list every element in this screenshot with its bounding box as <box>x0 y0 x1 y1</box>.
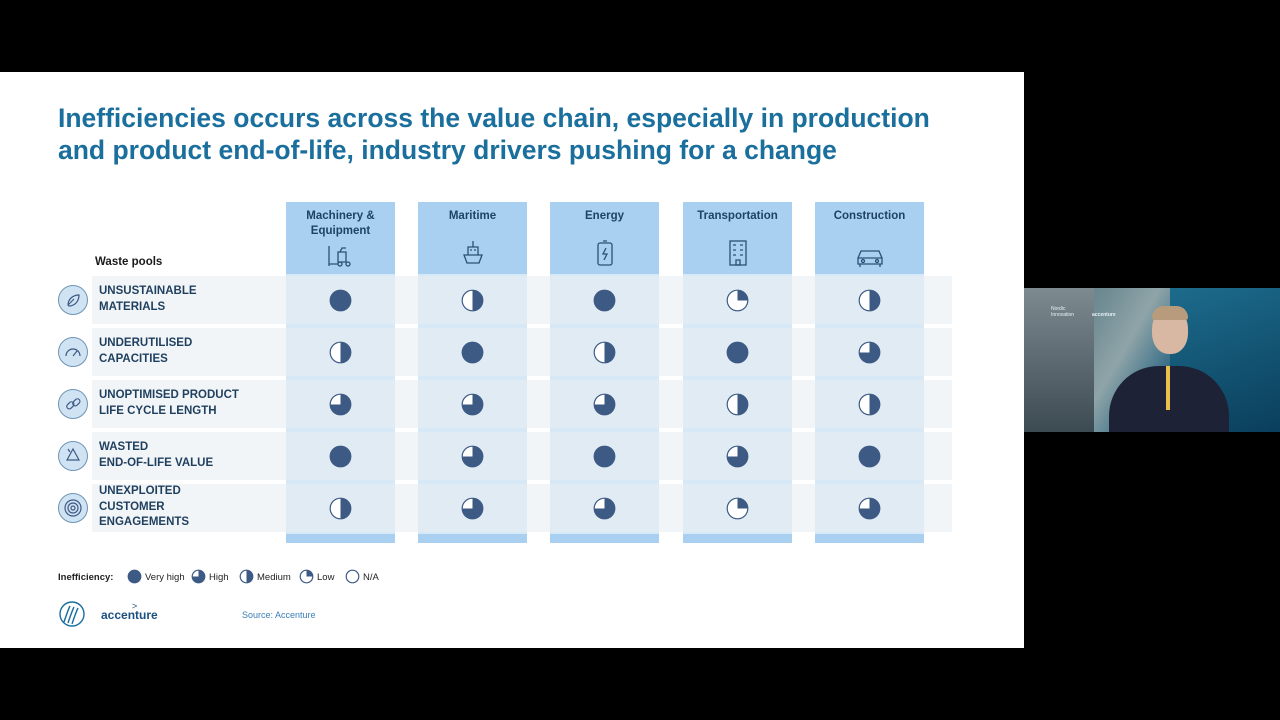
rows-header: Waste pools <box>95 256 163 268</box>
presenter-hair <box>1152 306 1188 320</box>
inefficiency-dot-medium <box>858 393 880 415</box>
inefficiency-dot-very-high <box>329 445 351 467</box>
inefficiency-dot-medium <box>858 289 880 311</box>
row-background <box>92 484 952 532</box>
row-label-wasted-end-of-life-value: WASTED END-OF-LIFE VALUE <box>99 441 214 469</box>
inefficiency-dot-very-high <box>726 341 748 363</box>
forklift-icon <box>328 246 351 267</box>
column-footer <box>286 534 395 543</box>
gauge-icon <box>58 337 88 367</box>
link-icon <box>58 389 88 419</box>
inefficiency-dot-high <box>329 393 351 415</box>
ship-icon <box>463 241 483 264</box>
inefficiency-dot-very-high <box>593 289 615 311</box>
inefficiency-dot-very-high <box>461 341 483 363</box>
column-header-label: Maritime <box>448 210 497 222</box>
nordic-innovation-logo <box>59 601 85 627</box>
column-header-machinery: Machinery & Equipment <box>286 202 395 274</box>
target-icon <box>58 493 88 523</box>
row-background <box>92 380 952 428</box>
row-background <box>92 276 952 324</box>
column-header-label: Energy <box>585 210 624 222</box>
inefficiency-dot-high <box>858 341 880 363</box>
low-icon <box>299 569 314 584</box>
inefficiency-dot-medium <box>461 289 483 311</box>
building-icon <box>729 240 747 266</box>
inefficiency-dot-medium <box>329 497 351 519</box>
legend-title: Inefficiency: <box>58 572 114 583</box>
inefficiency-dot-low <box>726 497 748 519</box>
accenture-logo: accenture <box>101 608 158 622</box>
inefficiency-dot-high <box>461 393 483 415</box>
inefficiency-dot-high <box>461 445 483 467</box>
medium-icon <box>239 569 254 584</box>
inefficiency-dot-very-high <box>329 289 351 311</box>
row-label-unoptimised-product-life-cycle: UNOPTIMISED PRODUCT LIFE CYCLE LENGTH <box>99 389 239 417</box>
source-note: Source: Accenture <box>242 610 316 620</box>
background-building <box>1024 288 1094 432</box>
row-label-unexploited-customer-engagements: UNEXPLOITED CUSTOMER ENGAGEMENTS <box>99 485 190 528</box>
leaf-icon <box>58 285 88 315</box>
very-high-icon <box>127 569 142 584</box>
inefficiency-dot-high <box>461 497 483 519</box>
column-header-energy: Energy <box>550 202 659 274</box>
column-footer <box>550 534 659 543</box>
row-label-unsustainable-materials: UNSUSTAINABLE MATERIALS <box>99 285 197 313</box>
presenter-video[interactable] <box>1024 288 1280 432</box>
accenture-arrow-icon: > <box>132 601 138 611</box>
car-icon <box>857 250 883 267</box>
recycle-icon <box>58 441 88 471</box>
inefficiency-dot-low <box>726 289 748 311</box>
slide: Inefficiencies occurs across the value c… <box>0 72 1024 648</box>
row-label-underutilised-capacities: UNDERUTILISED CAPACITIES <box>99 337 193 365</box>
battery-icon <box>597 240 613 266</box>
legend-label: N/A <box>363 572 379 583</box>
inefficiency-dot-high <box>858 497 880 519</box>
legend-label: Very high <box>145 572 185 583</box>
lanyard <box>1166 366 1170 410</box>
legend-label: Low <box>317 572 335 583</box>
column-footer <box>418 534 527 543</box>
legend-label: High <box>209 572 229 583</box>
na-icon <box>345 569 360 584</box>
column-footer <box>683 534 792 543</box>
row-background <box>92 328 952 376</box>
inefficiency-dot-medium <box>329 341 351 363</box>
column-header-construction: Construction <box>815 202 924 274</box>
legend-label: Medium <box>257 572 291 583</box>
column-header-label: Construction <box>833 210 906 222</box>
row-background <box>92 432 952 480</box>
inefficiency-dot-high <box>593 393 615 415</box>
inefficiency-dot-very-high <box>593 445 615 467</box>
inefficiency-dot-high <box>593 497 615 519</box>
slide-title: Inefficiencies occurs across the value c… <box>58 103 930 165</box>
column-header-label: Transportation <box>697 210 778 222</box>
inefficiency-dot-medium <box>726 393 748 415</box>
column-header-label: Machinery & Equipment <box>306 210 375 237</box>
camera-logo-accenture: accenture <box>1092 312 1116 318</box>
inefficiency-dot-high <box>726 445 748 467</box>
camera-logo-nordic: Nordic Innovation <box>1051 306 1075 318</box>
column-footer <box>815 534 924 543</box>
column-header-maritime: Maritime <box>418 202 527 274</box>
inefficiency-dot-very-high <box>858 445 880 467</box>
inefficiency-dot-medium <box>593 341 615 363</box>
column-header-transportation: Transportation <box>683 202 792 274</box>
high-icon <box>191 569 206 584</box>
